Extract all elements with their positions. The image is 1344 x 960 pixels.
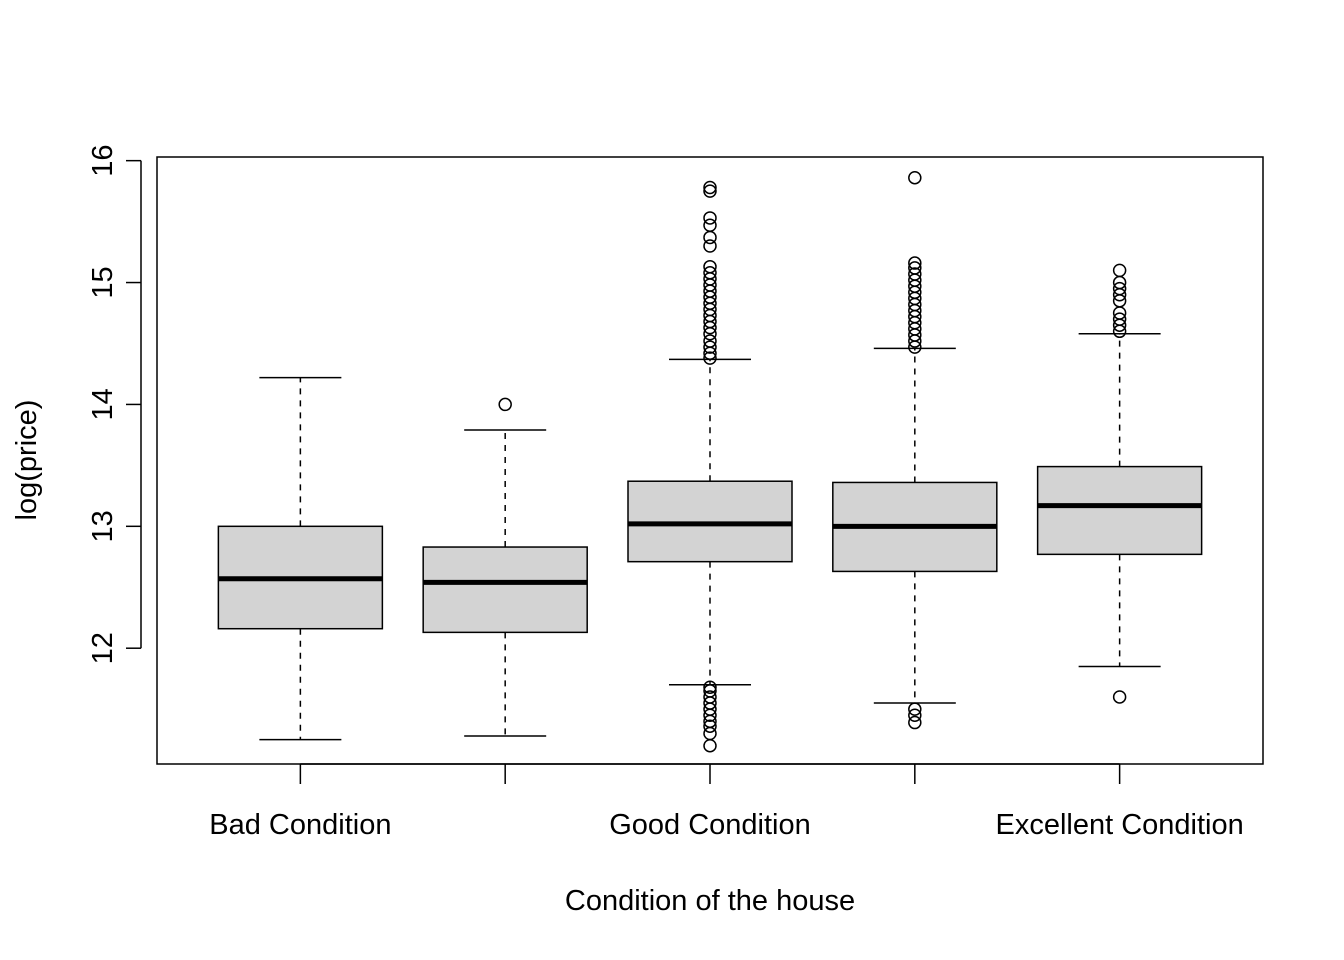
boxes	[217, 170, 1203, 753]
outlier-point	[703, 259, 717, 274]
box-group	[627, 180, 793, 753]
outlier-point	[703, 180, 717, 195]
outlier-point	[703, 726, 717, 741]
outlier-point	[703, 719, 717, 733]
outlier-point	[703, 334, 717, 348]
outlier-point	[703, 684, 717, 698]
outlier-point	[703, 218, 717, 233]
box	[422, 546, 588, 634]
y-tick-label: 13	[87, 510, 119, 542]
x-axis: Bad Condition Good Condition Excellent Con…	[209, 763, 1244, 841]
outlier-point	[908, 715, 922, 730]
outlier-point	[703, 239, 717, 253]
outlier-point	[703, 340, 717, 354]
outlier-point	[908, 267, 922, 281]
y-tick-label: 15	[87, 266, 119, 298]
outlier-point	[703, 184, 717, 198]
outlier-point	[908, 702, 922, 716]
box-group	[422, 397, 588, 737]
box-group	[1036, 263, 1203, 704]
outlier-point	[703, 266, 717, 280]
outlier-point	[908, 708, 922, 722]
outlier-point	[1112, 263, 1127, 278]
outlier-point	[703, 230, 717, 245]
outlier-point	[703, 351, 717, 365]
box	[1036, 465, 1203, 556]
x-tick-label: Bad Condition	[209, 809, 391, 841]
outlier-point	[703, 690, 717, 704]
outlier-point	[703, 680, 717, 694]
outlier-point	[908, 170, 922, 185]
y-axis: 12 13 14 15 16	[87, 145, 142, 664]
outlier-point	[908, 261, 922, 275]
outlier-point	[1112, 281, 1127, 296]
outlier-point	[703, 738, 717, 753]
box-group	[217, 376, 384, 741]
outlier-point	[703, 211, 717, 225]
x-tick-label: Excellent Condition	[995, 809, 1243, 841]
outlier-point	[498, 397, 512, 412]
x-axis-label: Condition of the house	[565, 885, 855, 917]
outlier-point	[908, 256, 922, 270]
y-axis-label: log(price)	[11, 400, 43, 521]
y-tick-label: 16	[87, 145, 119, 177]
box-group	[832, 170, 998, 730]
outlier-point	[1112, 312, 1127, 326]
outlier-point	[1112, 690, 1127, 704]
x-tick-label: Good Condition	[609, 809, 811, 841]
y-tick-label: 12	[87, 632, 119, 664]
y-tick-label: 14	[87, 388, 119, 420]
